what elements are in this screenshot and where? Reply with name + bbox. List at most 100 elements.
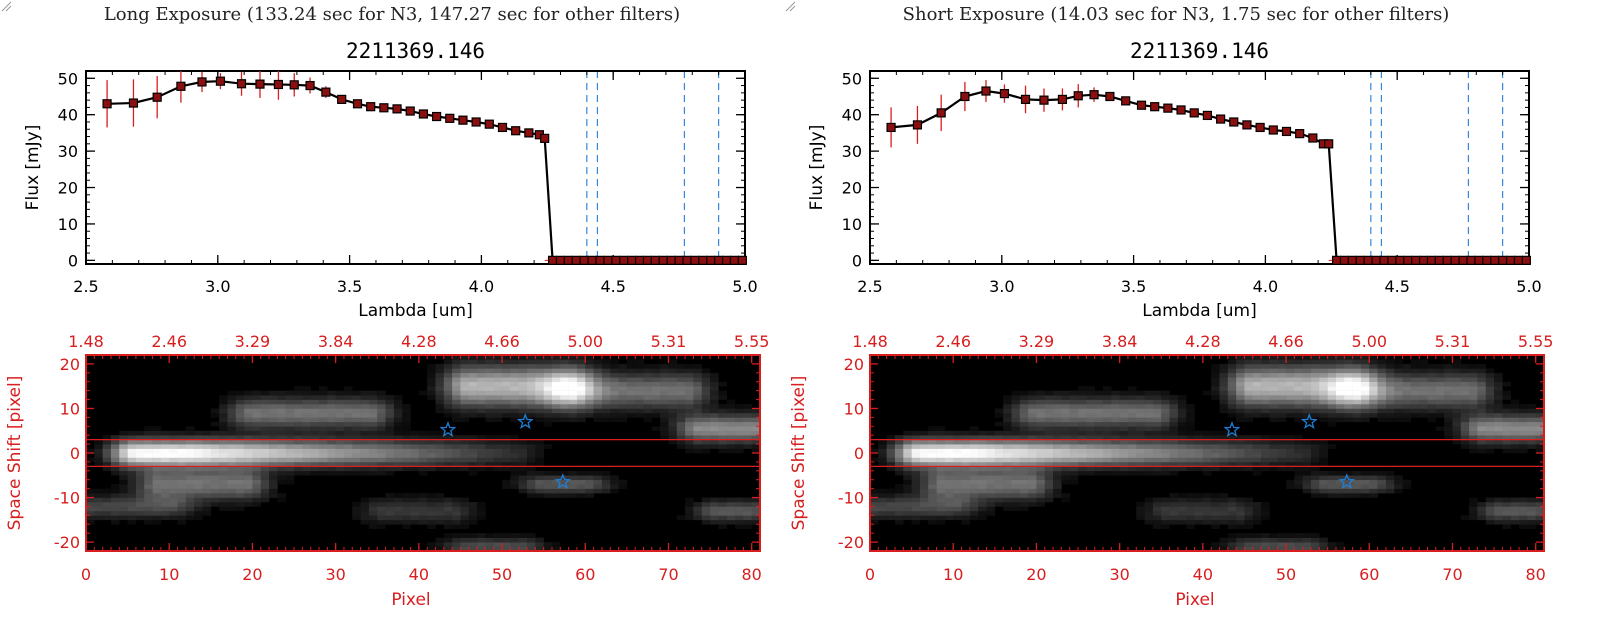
image-pixel	[302, 421, 311, 427]
image-pixel	[1044, 448, 1054, 454]
image-pixel	[718, 515, 728, 521]
image-pixel	[1102, 457, 1112, 463]
image-pixel	[235, 502, 245, 507]
image-pixel	[443, 390, 453, 396]
image-pixel	[1111, 417, 1120, 423]
image-pixel	[1527, 515, 1536, 521]
image-pixel	[277, 461, 286, 467]
image-pixel	[1277, 466, 1287, 472]
image-pixel	[535, 470, 544, 476]
image-pixel	[1261, 453, 1270, 458]
image-pixel	[668, 421, 678, 427]
image-pixel	[1069, 466, 1079, 472]
image-pixel	[1311, 372, 1320, 378]
image-pixel	[1510, 408, 1520, 414]
image-pixel	[327, 444, 336, 449]
image-pixel	[227, 399, 237, 405]
image-pixel	[1269, 359, 1279, 365]
image-pixel	[601, 377, 611, 383]
image-pixel	[1385, 404, 1395, 409]
image-pixel	[443, 453, 453, 458]
image-pixel	[1144, 412, 1154, 418]
image-pixel	[1327, 546, 1337, 552]
image-pixel	[385, 453, 395, 458]
image-pixel	[435, 542, 445, 547]
image-pixel	[410, 444, 420, 449]
image-pixel	[1335, 470, 1345, 476]
image-pixel	[610, 386, 619, 391]
image-pixel	[210, 453, 220, 458]
image-pixel	[368, 453, 378, 458]
image-pixel	[593, 390, 603, 396]
image-pixel	[685, 430, 694, 436]
image-pixel	[144, 470, 153, 476]
image-pixel	[468, 510, 478, 516]
image-pixel	[393, 515, 403, 521]
image-pixel	[751, 412, 761, 418]
image-pixel	[377, 444, 386, 449]
image-pixel	[1469, 444, 1478, 449]
image-pixel	[527, 399, 536, 405]
image-pixel	[668, 363, 678, 369]
image-pixel	[1177, 457, 1187, 463]
image-pixel	[911, 448, 921, 454]
image-pixel	[1044, 453, 1054, 458]
flux-point	[1442, 255, 1452, 265]
image-pixel	[1286, 381, 1295, 387]
image-pixel	[986, 453, 996, 458]
image-pixel	[1277, 542, 1287, 547]
image-pixel	[1252, 372, 1262, 378]
image-pixel	[1485, 386, 1495, 391]
image-pixel	[626, 377, 636, 383]
image-pixel	[903, 502, 912, 507]
image-pixel	[452, 444, 461, 449]
image-pixel	[969, 461, 979, 467]
image-pixel	[1252, 412, 1262, 418]
image-pixel	[302, 461, 311, 467]
image-pixel	[1152, 408, 1162, 414]
image-pixel	[1485, 381, 1495, 387]
resize-grip-icon[interactable]	[784, 0, 796, 12]
image-pixel	[560, 395, 569, 400]
image-pixel	[1044, 497, 1054, 503]
pixel-tick-label: 10	[943, 565, 963, 584]
image-pixel	[219, 461, 228, 467]
image-pixel	[1211, 493, 1220, 498]
image-pixel	[1127, 408, 1137, 414]
image-pixel	[418, 430, 428, 436]
image-pixel	[360, 444, 370, 449]
image-pixel	[177, 466, 187, 472]
image-pixel	[593, 404, 603, 409]
resize-grip-icon[interactable]	[0, 0, 12, 12]
image-pixel	[576, 355, 586, 360]
image-pixel	[1211, 506, 1220, 512]
image-pixel	[1244, 359, 1254, 365]
image-pixel	[1011, 453, 1021, 458]
image-pixel	[1252, 395, 1262, 400]
image-pixel	[726, 515, 736, 521]
y-axis-label: Flux [mJy]	[23, 125, 43, 211]
image-pixel	[1294, 408, 1303, 414]
flux-point	[619, 255, 629, 265]
image-pixel	[518, 461, 528, 467]
image-pixel	[1444, 430, 1453, 436]
image-pixel	[1152, 448, 1162, 454]
wavelength-tick-label: 5.31	[1435, 332, 1471, 351]
image-pixel	[477, 453, 486, 458]
image-pixel	[978, 493, 987, 498]
image-pixel	[1469, 372, 1478, 378]
image-pixel	[593, 386, 603, 391]
image-pixel	[1485, 395, 1495, 400]
image-pixel	[335, 444, 345, 449]
image-pixel	[1269, 381, 1279, 387]
image-pixel	[1360, 417, 1370, 423]
image-pixel	[568, 355, 578, 360]
image-pixel	[1211, 363, 1220, 369]
image-pixel	[1510, 399, 1520, 405]
image-pixel	[1011, 412, 1021, 418]
image-pixel	[1252, 533, 1262, 538]
image-pixel	[119, 510, 128, 516]
image-pixel	[660, 408, 669, 414]
image-pixel	[610, 408, 619, 414]
image-pixel	[294, 435, 303, 440]
